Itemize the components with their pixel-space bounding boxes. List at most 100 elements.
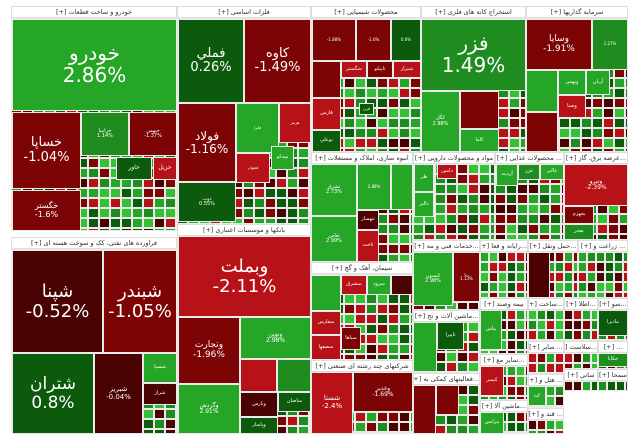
stock-tile[interactable]: قرن [359, 103, 374, 115]
minor-stock-tile[interactable] [509, 148, 520, 152]
minor-stock-tile[interactable] [298, 208, 309, 218]
minor-stock-tile[interactable] [509, 108, 520, 118]
minor-stock-tile[interactable] [614, 252, 623, 262]
minor-stock-tile[interactable] [528, 194, 539, 204]
minor-stock-tile[interactable] [603, 148, 614, 152]
minor-stock-tile[interactable] [344, 294, 355, 304]
minor-stock-tile[interactable] [154, 228, 165, 231]
stock-tile[interactable] [240, 359, 277, 392]
minor-stock-tile[interactable] [399, 314, 410, 324]
minor-stock-tile[interactable] [165, 188, 176, 198]
sector-header[interactable]: ...عرضه برق، گاز [+] [564, 152, 628, 164]
minor-stock-tile[interactable] [559, 138, 570, 148]
minor-stock-tile[interactable] [582, 310, 591, 320]
minor-stock-tile[interactable] [165, 198, 176, 208]
minor-stock-tile[interactable] [614, 88, 625, 98]
minor-stock-tile[interactable] [592, 98, 603, 108]
minor-stock-tile[interactable] [625, 98, 628, 108]
minor-stock-tile[interactable] [605, 262, 614, 272]
minor-stock-tile[interactable] [528, 310, 537, 320]
minor-stock-tile[interactable] [132, 188, 143, 198]
minor-stock-tile[interactable] [506, 194, 517, 204]
minor-stock-tile[interactable] [578, 252, 587, 262]
minor-stock-tile[interactable] [468, 214, 479, 224]
sector-header[interactable]: ...خدمات فنی و مه [+] [413, 240, 480, 252]
stock-tile[interactable]: میدکو [271, 146, 294, 170]
minor-stock-tile[interactable] [344, 118, 355, 128]
minor-stock-tile[interactable] [616, 381, 625, 391]
minor-stock-tile[interactable] [457, 214, 468, 224]
minor-stock-tile[interactable] [550, 184, 561, 194]
minor-stock-tile[interactable] [564, 252, 573, 262]
sector-header[interactable]: ... هتل و [+] [528, 374, 564, 386]
minor-stock-tile[interactable] [555, 272, 564, 282]
minor-stock-tile[interactable] [355, 148, 366, 152]
stock-tile[interactable]: ساصان [278, 392, 311, 412]
stock-tile[interactable]: بترانس [480, 412, 504, 434]
minor-stock-tile[interactable] [399, 118, 410, 128]
stock-tile[interactable]: سفارس [311, 311, 341, 335]
stock-tile[interactable]: تاپیکو [367, 61, 393, 78]
stock-tile[interactable]: خساپا -1.04% [12, 112, 81, 189]
sector-header[interactable]: ...سلاست [+] [564, 341, 598, 353]
sector-header[interactable]: ...ماشین آلا [+] [480, 400, 528, 412]
stock-tile[interactable] [391, 275, 413, 295]
minor-stock-tile[interactable] [587, 252, 596, 262]
minor-stock-tile[interactable] [564, 310, 573, 320]
minor-stock-tile[interactable] [88, 228, 99, 231]
minor-stock-tile[interactable] [516, 412, 525, 422]
stock-tile[interactable]: سرود [367, 275, 391, 295]
stock-tile[interactable]: بپاس [480, 310, 502, 350]
minor-stock-tile[interactable] [546, 353, 555, 363]
stock-tile[interactable]: 1.27% [592, 19, 628, 70]
minor-stock-tile[interactable] [110, 228, 121, 231]
stock-tile[interactable]: ویارس [240, 392, 278, 417]
minor-stock-tile[interactable] [399, 148, 410, 152]
minor-stock-tile[interactable] [457, 415, 468, 425]
minor-stock-tile[interactable] [366, 294, 377, 304]
minor-stock-tile[interactable] [435, 415, 446, 425]
minor-stock-tile[interactable] [537, 320, 546, 330]
minor-stock-tile[interactable] [366, 432, 377, 434]
minor-stock-tile[interactable] [625, 88, 628, 98]
minor-stock-tile[interactable] [265, 208, 276, 218]
minor-stock-tile[interactable] [377, 78, 388, 88]
minor-stock-tile[interactable] [446, 204, 457, 214]
sector-header[interactable]: استخراج کانه های فلزی [+] [421, 6, 526, 18]
minor-stock-tile[interactable] [399, 234, 410, 244]
minor-stock-tile[interactable] [614, 262, 623, 272]
minor-stock-tile[interactable] [555, 386, 564, 396]
minor-stock-tile[interactable] [509, 138, 520, 148]
minor-stock-tile[interactable] [581, 128, 592, 138]
minor-stock-tile[interactable] [517, 194, 528, 204]
sector-header[interactable]: ... محصولات غذایی [+] [495, 152, 564, 164]
minor-stock-tile[interactable] [614, 108, 625, 118]
minor-stock-tile[interactable] [355, 304, 366, 314]
minor-stock-tile[interactable] [377, 128, 388, 138]
minor-stock-tile[interactable] [309, 178, 311, 188]
minor-stock-tile[interactable] [298, 158, 309, 168]
minor-stock-tile[interactable] [265, 198, 276, 208]
minor-stock-tile[interactable] [480, 252, 489, 262]
minor-stock-tile[interactable] [388, 78, 399, 88]
minor-stock-tile[interactable] [388, 324, 399, 334]
minor-stock-tile[interactable] [121, 188, 132, 198]
minor-stock-tile[interactable] [110, 218, 121, 228]
minor-stock-tile[interactable] [388, 334, 399, 344]
minor-stock-tile[interactable] [520, 128, 526, 138]
minor-stock-tile[interactable] [605, 272, 614, 282]
minor-stock-tile[interactable] [555, 320, 564, 330]
minor-stock-tile[interactable] [546, 386, 555, 396]
minor-stock-tile[interactable] [614, 118, 625, 128]
minor-stock-tile[interactable] [377, 98, 388, 108]
stock-tile[interactable]: 0.6% [391, 19, 421, 61]
minor-stock-tile[interactable] [570, 118, 581, 128]
minor-stock-tile[interactable] [550, 224, 561, 234]
minor-stock-tile[interactable] [570, 128, 581, 138]
sector-header[interactable]: ... زراعت و [+] [578, 240, 628, 252]
minor-stock-tile[interactable] [243, 198, 254, 208]
minor-stock-tile[interactable] [564, 320, 573, 330]
minor-stock-tile[interactable] [498, 272, 507, 282]
minor-stock-tile[interactable] [516, 282, 525, 292]
minor-stock-tile[interactable] [507, 422, 516, 432]
